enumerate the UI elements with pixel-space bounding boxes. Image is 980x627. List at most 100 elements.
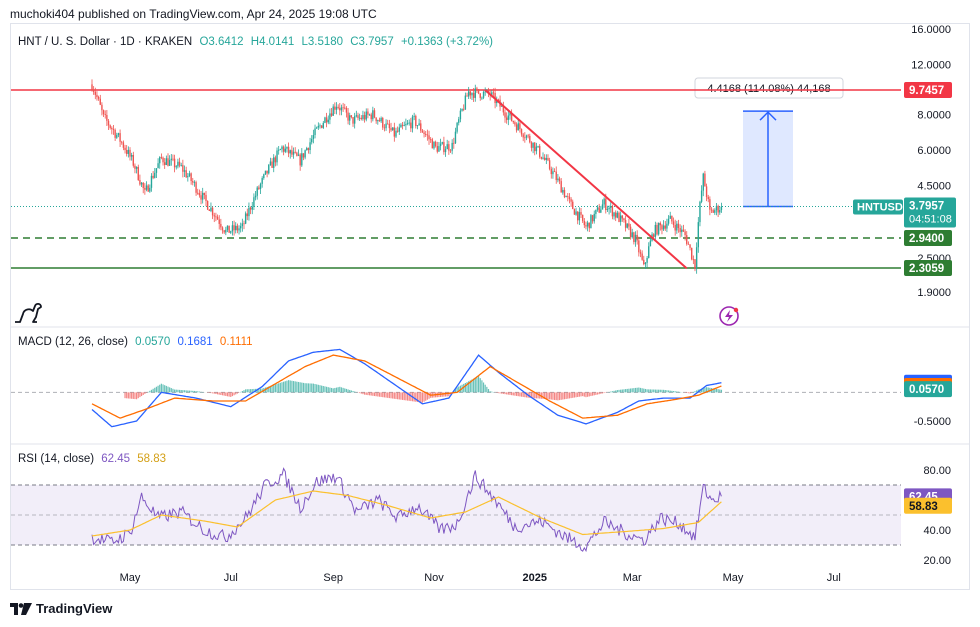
macd-histogram-bar — [477, 375, 480, 393]
macd-histogram-bar — [651, 389, 653, 393]
candle-body — [349, 115, 351, 121]
candle-body — [474, 88, 476, 98]
candle-body — [413, 115, 415, 117]
macd-histogram-bar — [583, 392, 585, 397]
macd-histogram-bar — [273, 384, 275, 393]
footer: TradingView — [10, 601, 112, 616]
macd-histogram-bar — [520, 392, 523, 397]
macd-histogram-bar — [596, 392, 599, 395]
candle-body — [137, 166, 139, 181]
macd-histogram-bar — [344, 388, 346, 393]
candle-body — [497, 99, 500, 101]
dino-path — [15, 302, 42, 323]
macd-histogram-bar — [294, 381, 296, 393]
candle-body — [522, 134, 524, 138]
candle-body — [434, 141, 437, 147]
macd-histogram-bar — [514, 392, 516, 396]
candle-body — [291, 150, 293, 155]
downtrend-line — [484, 89, 688, 270]
time-axis-tick: Jul — [224, 572, 238, 584]
macd-histogram-bar — [183, 390, 186, 393]
candle-body — [355, 115, 358, 117]
candle-body — [484, 91, 486, 93]
candle-body — [416, 125, 419, 127]
candle-body — [715, 205, 718, 211]
macd-histogram-bar — [613, 390, 615, 393]
macd-label[interactable]: MACD (12, 26, close) — [18, 336, 128, 348]
macd-histogram-bar — [615, 390, 617, 393]
macd-line-value: 0.1681 — [177, 336, 213, 348]
candle-body — [287, 146, 290, 154]
macd-histogram-bar — [187, 390, 189, 393]
candle-body — [410, 122, 412, 129]
candle-body — [601, 204, 604, 210]
candle-body — [144, 187, 146, 190]
macd-hist-value: 0.0570 — [135, 336, 171, 348]
macd-histogram-bar — [274, 384, 276, 393]
macd-histogram-bar — [486, 386, 488, 393]
candle-body — [436, 146, 438, 152]
candle-body — [350, 115, 353, 118]
candle-body — [244, 213, 247, 224]
candle-body — [187, 176, 189, 178]
macd-histogram-bar — [167, 386, 169, 393]
candle-body — [629, 226, 632, 238]
macd-histogram-bar — [469, 380, 471, 393]
candle-body — [527, 135, 529, 137]
macd-histogram-bar — [325, 386, 328, 393]
candle-body — [168, 160, 171, 166]
candle-body — [96, 94, 98, 98]
macd-histogram-bar — [406, 392, 409, 401]
candle-body — [699, 201, 701, 223]
candle-body — [329, 113, 331, 120]
candle-body — [223, 230, 225, 233]
macd-histogram-bar — [582, 392, 584, 397]
tradingview-logo-icon[interactable] — [10, 602, 32, 615]
candle-body — [492, 92, 495, 94]
macd-histogram-bar — [686, 392, 688, 393]
macd-histogram-bar — [279, 382, 281, 393]
macd-histogram-bar — [591, 392, 594, 396]
dino-logo-icon — [15, 302, 42, 323]
publisher-header: muchoki404 published on TradingView.com,… — [10, 7, 377, 21]
macd-histogram-bar — [568, 392, 571, 399]
candle-body — [172, 158, 174, 160]
candle-body — [306, 148, 308, 151]
macd-histogram-bar — [656, 389, 658, 393]
candle-body — [425, 133, 427, 135]
macd-histogram-bar — [345, 388, 348, 393]
candle-body — [314, 128, 316, 136]
macd-histogram-bar — [258, 388, 260, 393]
candle-body — [322, 122, 324, 128]
macd-histogram-bar — [557, 392, 559, 401]
candle-body — [415, 115, 417, 127]
footer-brand[interactable]: TradingView — [36, 601, 113, 616]
candle-body — [524, 137, 526, 139]
macd-histogram-bar — [259, 388, 262, 393]
chart-canvas[interactable]: 4.4168 (114.08%) 44,168 16.0000 12.0000 8.0… — [11, 24, 969, 589]
macd-histogram-bar — [669, 390, 671, 393]
candle-body — [514, 122, 516, 125]
candle-body — [586, 222, 589, 227]
candle-body — [382, 117, 384, 128]
candle-body — [230, 231, 232, 233]
macd-histogram-bar — [573, 392, 576, 398]
candle-body — [390, 128, 392, 131]
macd-histogram-bar — [410, 392, 412, 402]
candle-body — [226, 225, 229, 230]
candle-body — [585, 225, 587, 227]
candle-body — [251, 206, 253, 210]
rsi-label[interactable]: RSI (14, close) — [18, 453, 95, 465]
macd-histogram-bar — [126, 392, 128, 399]
candle-body — [317, 125, 320, 128]
candle-body — [438, 146, 440, 152]
candle-body — [200, 195, 202, 200]
candle-body — [327, 119, 329, 123]
symbol-label[interactable]: HNT / U. S. Dollar · 1D · KRAKEN — [18, 36, 193, 48]
macd-histogram-bar — [701, 388, 703, 393]
candle-body — [215, 216, 217, 218]
candle-body — [491, 92, 493, 96]
macd-histogram-bar — [225, 392, 227, 396]
macd-histogram-bar — [278, 383, 280, 393]
candle-body — [577, 211, 579, 221]
